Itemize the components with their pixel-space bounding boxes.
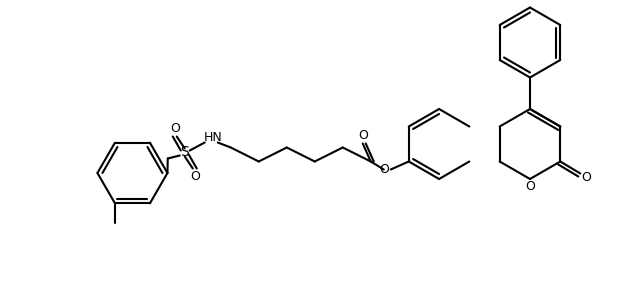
- Text: HN: HN: [204, 131, 222, 144]
- Text: O: O: [190, 170, 200, 183]
- Text: O: O: [358, 129, 368, 142]
- Text: S: S: [181, 145, 189, 160]
- Text: O: O: [170, 122, 180, 135]
- Text: O: O: [581, 171, 591, 184]
- Text: O: O: [525, 181, 535, 194]
- Text: O: O: [379, 163, 389, 176]
